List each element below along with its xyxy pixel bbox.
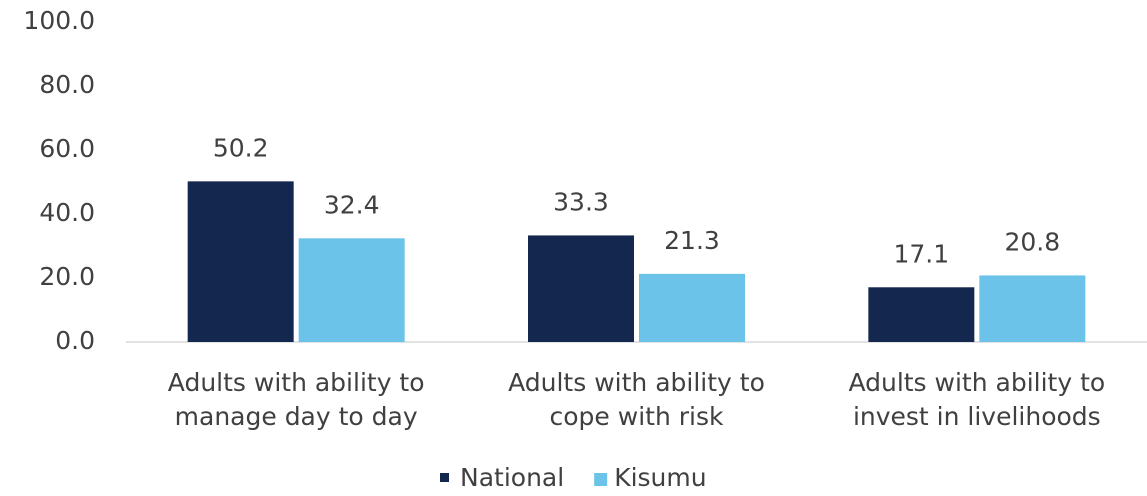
data-label: 50.2	[213, 133, 269, 162]
x-tick-label: invest in livelihoods	[853, 402, 1101, 431]
bar	[639, 273, 745, 342]
x-tick-label: manage day to day	[175, 402, 418, 431]
bar	[528, 235, 634, 342]
legend-swatch	[594, 473, 608, 486]
y-tick-label: 40.0	[39, 198, 95, 227]
data-label: 17.1	[893, 239, 949, 268]
y-tick-label: 100.0	[23, 6, 95, 35]
legend-swatch	[440, 473, 449, 482]
legend-label: Kisumu	[614, 463, 706, 492]
data-label: 33.3	[553, 187, 609, 216]
data-label: 32.4	[324, 190, 380, 219]
x-tick-label: Adults with ability to	[508, 368, 765, 397]
bar	[979, 275, 1086, 342]
bar	[187, 181, 294, 342]
bar	[868, 287, 975, 342]
data-label: 20.8	[1004, 227, 1060, 256]
x-tick-label: Adults with ability to	[168, 368, 425, 397]
y-tick-label: 60.0	[39, 134, 95, 163]
y-tick-label: 20.0	[39, 262, 95, 291]
x-tick-label: Adults with ability to	[848, 368, 1105, 397]
y-tick-label: 0.0	[55, 326, 95, 355]
x-tick-label: cope with risk	[550, 402, 724, 431]
bar	[298, 238, 405, 342]
y-tick-label: 80.0	[39, 70, 95, 99]
data-label: 21.3	[664, 226, 720, 255]
legend-label: National	[460, 463, 564, 492]
